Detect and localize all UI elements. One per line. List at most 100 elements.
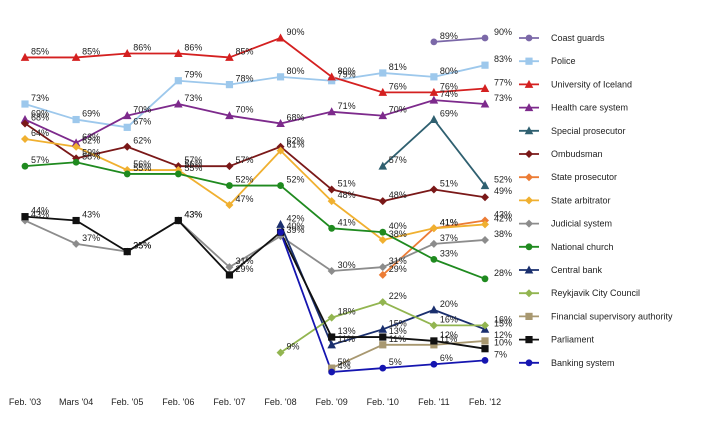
data-point-health-care-system-7 (378, 111, 388, 120)
data-label-financial-supervisory-authority-6: 5% (338, 357, 351, 367)
data-label-police-1: 69% (82, 109, 100, 119)
data-label-financial-supervisory-authority-9: 12% (494, 330, 512, 340)
legend-label: State arbitrator (551, 195, 611, 205)
data-label-national-church-3: 55% (184, 163, 202, 173)
data-point-police-4 (225, 81, 234, 89)
data-label-judicial-system-7: 31% (389, 256, 407, 266)
series-line-judicial-system (24, 219, 486, 272)
data-label-university-of-iceland-8: 76% (440, 81, 458, 91)
data-point-national-church-5 (277, 182, 284, 189)
data-point-central-bank-7 (378, 324, 388, 333)
data-label-university-of-iceland-7: 76% (389, 81, 407, 91)
series-line-national-church (24, 161, 486, 280)
series-line-university-of-iceland (25, 37, 486, 94)
data-point-university-of-iceland-2 (122, 49, 132, 58)
data-label-university-of-iceland-1: 85% (82, 46, 100, 56)
data-label-state-arbitrator-4: 47% (235, 194, 253, 204)
data-point-university-of-iceland-9 (480, 83, 490, 92)
data-label-health-care-system-7: 70% (389, 105, 407, 115)
data-point-parliament-0 (21, 213, 29, 221)
data-point-health-care-system-1 (71, 138, 81, 147)
data-label-national-church-2: 55% (133, 163, 151, 173)
data-point-police-8 (430, 73, 438, 81)
data-point-central-bank-5 (276, 219, 285, 228)
data-point-police-2 (123, 123, 131, 131)
data-point-police-7 (379, 69, 387, 77)
legend-swatch-marker (525, 219, 533, 228)
data-point-national-church-9 (481, 275, 489, 283)
data-label-police-2: 67% (133, 116, 151, 126)
legend-label: Central bank (551, 265, 603, 275)
data-point-health-care-system-2 (122, 111, 132, 120)
legend-swatch-marker (525, 336, 533, 344)
data-point-police-3 (174, 77, 182, 85)
legend-label: National church (551, 242, 614, 252)
legend-item-police: Police (519, 56, 576, 66)
data-point-police-5 (276, 73, 285, 81)
data-label-judicial-system-1: 37% (82, 233, 100, 243)
data-point-ombudsman-2 (123, 142, 132, 151)
data-point-national-church-7 (379, 228, 387, 236)
data-label-ombudsman-2: 62% (133, 136, 151, 146)
x-tick-label: Feb. '12 (469, 397, 501, 407)
data-label-police-4: 78% (235, 74, 253, 84)
legend-label: Reykjavik City Council (551, 288, 640, 298)
data-point-judicial-system-7 (378, 263, 387, 272)
series-line-state-arbitrator (24, 138, 486, 241)
data-label-central-bank-9: 15% (494, 318, 512, 328)
legend-swatch-marker (524, 103, 534, 112)
data-label-financial-supervisory-authority-7: 11% (389, 334, 406, 344)
plot-markers (20, 33, 490, 376)
data-label-reykjavik-city-council-6: 18% (338, 307, 356, 317)
legend-label: Financial supervisory authority (551, 311, 673, 321)
data-point-judicial-system-9 (481, 235, 489, 244)
data-point-health-care-system-8 (429, 95, 439, 104)
data-label-police-0: 73% (31, 93, 49, 103)
data-point-financial-supervisory-authority-6 (328, 364, 336, 372)
legend-item-financial-supervisory-authority: Financial supervisory authority (519, 311, 673, 321)
data-label-judicial-system-0: 43% (31, 210, 49, 220)
data-label-ombudsman-0: 68% (31, 112, 49, 122)
data-point-judicial-system-8 (429, 239, 438, 248)
data-label-judicial-system-6: 30% (338, 260, 356, 270)
data-point-police-6 (328, 77, 336, 85)
legend-item-judicial-system: Judicial system (519, 219, 612, 229)
data-label-ombudsman-9: 49% (494, 186, 512, 196)
data-point-national-church-1 (72, 158, 80, 166)
data-point-university-of-iceland-4 (225, 52, 234, 61)
data-label-ombudsman-5: 62% (287, 136, 305, 146)
data-point-state-arbitrator-1 (72, 142, 81, 151)
series-line-police (24, 64, 486, 129)
data-label-reykjavik-city-council-5: 9% (287, 342, 300, 352)
series-line-health-care-system (24, 99, 486, 144)
legend-item-university-of-iceland: University of Iceland (519, 79, 632, 89)
data-point-reykjavik-city-council-5 (276, 348, 285, 357)
data-label-ombudsman-4: 57% (235, 155, 253, 165)
legend: Coast guards Police University of Iceland H… (519, 33, 673, 368)
data-label-health-care-system-8: 74% (440, 89, 458, 99)
data-point-ombudsman-0 (21, 119, 29, 128)
data-label-reykjavik-city-council-9: 16% (494, 314, 512, 324)
data-label-state-prosecutor-8: 41% (440, 217, 458, 227)
series-line-coast-guards (433, 37, 486, 43)
data-label-health-care-system-5: 68% (287, 112, 305, 122)
data-label-police-3: 79% (184, 70, 202, 80)
data-point-police-1 (72, 115, 80, 124)
legend-swatch-marker (525, 196, 533, 205)
data-label-parliament-2: 35% (133, 241, 151, 251)
data-label-state-arbitrator-0: 64% (31, 128, 49, 138)
data-label-parliament-3: 43% (184, 210, 202, 220)
data-label-banking-system-8: 6% (440, 353, 453, 363)
data-point-reykjavik-city-council-9 (481, 321, 489, 330)
data-point-special-prosecutor-8 (429, 115, 439, 124)
data-label-banking-system-9: 7% (494, 349, 507, 359)
legend-swatch-marker (524, 265, 534, 274)
data-label-special-prosecutor-9: 52% (494, 175, 512, 185)
data-label-special-prosecutor-7: 57% (389, 155, 407, 165)
data-point-banking-system-5 (277, 228, 284, 236)
data-label-police-5: 80% (287, 66, 305, 76)
legend-item-coast-guards: Coast guards (519, 33, 605, 43)
data-label-judicial-system-5: 39% (287, 225, 305, 235)
series-line-financial-supervisory-authority (331, 340, 486, 369)
legend-item-state-prosecutor: State prosecutor (519, 172, 617, 182)
